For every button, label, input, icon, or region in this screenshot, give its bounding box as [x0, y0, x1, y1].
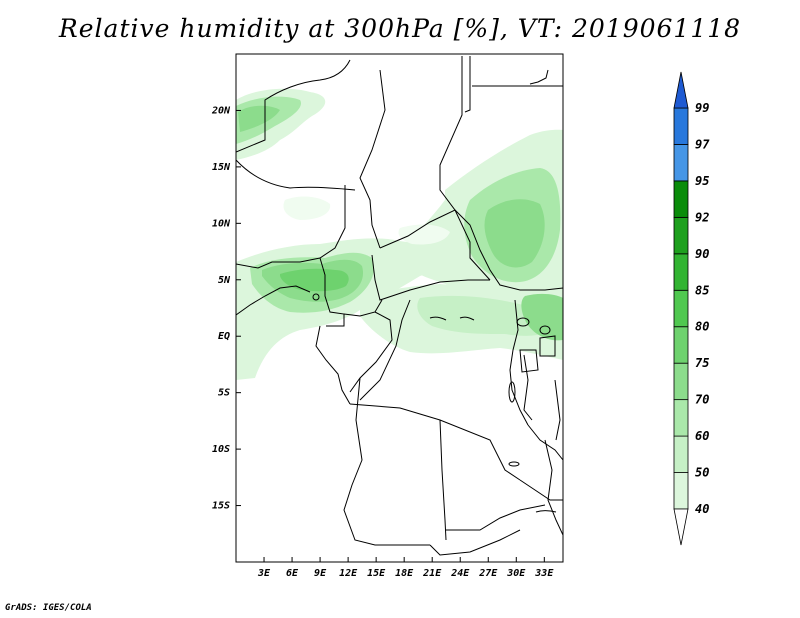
colorbar-segment — [673, 399, 689, 437]
colorbar-segment — [673, 144, 689, 182]
colorbar-label: 60 — [695, 429, 709, 443]
lat-label: 10S — [212, 444, 230, 455]
colorbar-segment — [673, 362, 689, 401]
humidity-shading — [236, 88, 563, 380]
lat-label: 10N — [212, 218, 231, 229]
colorbar-label: 90 — [695, 247, 709, 261]
lon-label: 15E — [367, 568, 386, 579]
colorbar-segment — [673, 180, 689, 218]
lat-label: 15S — [212, 501, 230, 512]
lon-label: 6E — [286, 568, 299, 579]
lon-label: 30E — [506, 568, 526, 579]
colorbar-label: 85 — [695, 283, 709, 297]
latitude-axis: 20N 15N 10N 5N EQ 5S 10S 15S — [211, 105, 241, 512]
colorbar-label: 40 — [695, 502, 709, 516]
country-borders — [236, 56, 563, 556]
colorbar-segment — [673, 435, 689, 473]
lat-label: 5N — [218, 275, 231, 286]
colorbar-legend: 40 50 60 70 75 80 85 90 92 95 97 99 — [673, 71, 710, 546]
lat-label: EQ — [218, 331, 230, 342]
grads-credit: GrADS: IGES/COLA — [5, 603, 92, 613]
lon-label: 33E — [534, 568, 554, 579]
longitude-axis: 3E 6E 9E 12E 15E 18E 21E 24E 27E 30E 33E — [257, 557, 554, 579]
map-title: Relative humidity at 300hPa [%], VT: 201… — [58, 14, 742, 43]
lon-label: 24E — [450, 568, 470, 579]
lon-label: 3E — [257, 568, 271, 579]
colorbar-low-arrow — [673, 508, 689, 546]
colorbar-label: 50 — [695, 466, 709, 480]
colorbar-label: 92 — [695, 210, 709, 224]
lon-label: 12E — [339, 568, 358, 579]
colorbar-label: 80 — [695, 320, 709, 334]
colorbar-label: 97 — [695, 137, 710, 151]
colorbar-segment — [673, 216, 689, 255]
lon-label: 21E — [422, 568, 442, 579]
lat-label: 15N — [212, 162, 231, 173]
lat-label: 5S — [218, 388, 230, 399]
colorbar-segment — [673, 253, 689, 291]
colorbar-label: 95 — [695, 174, 709, 188]
colorbar-label: 99 — [695, 101, 709, 115]
lakes — [312, 293, 557, 513]
colorbar-high-arrow — [673, 71, 689, 109]
lon-label: 9E — [314, 568, 327, 579]
colorbar-segment — [673, 472, 689, 510]
colorbar-segment — [673, 107, 689, 145]
colorbar-label: 75 — [695, 356, 709, 370]
map-frame — [235, 53, 564, 563]
lon-label: 27E — [478, 568, 498, 579]
colorbar-segment — [673, 326, 689, 364]
colorbar-segment — [673, 289, 689, 328]
lat-label: 20N — [211, 105, 231, 116]
lon-label: 18E — [395, 568, 414, 579]
colorbar-label: 70 — [695, 393, 709, 407]
